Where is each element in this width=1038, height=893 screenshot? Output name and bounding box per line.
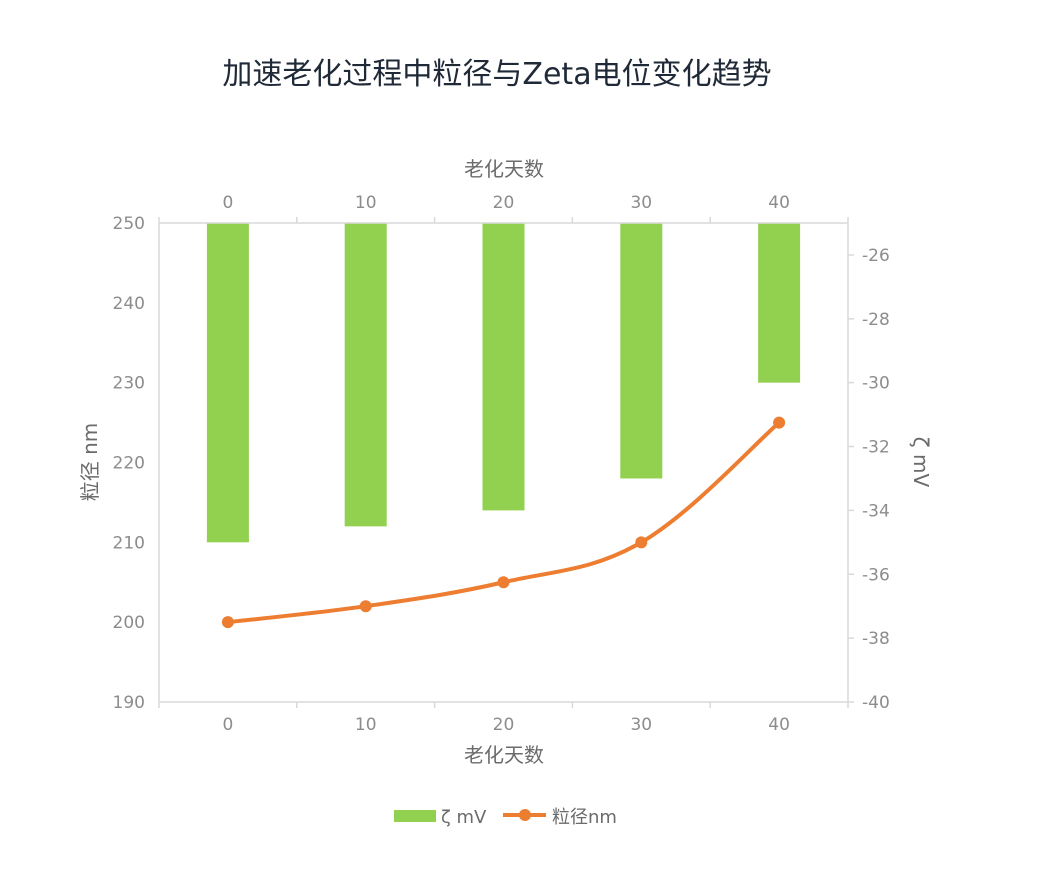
x-tick-label-top: 30 (630, 193, 652, 213)
point-size-0 (221, 616, 234, 629)
legend-label-size: 粒径nm (552, 807, 617, 828)
x-tick-label-bottom: 40 (768, 715, 790, 735)
y2-tick-label-right: -26 (862, 246, 890, 266)
x-tick-label-bottom: 0 (222, 715, 233, 735)
y2-tick-label-right: -40 (862, 693, 890, 713)
y-tick-label-left: 190 (113, 693, 145, 713)
y-tick-label-left: 250 (113, 214, 145, 234)
legend-swatch-size-marker (519, 809, 531, 821)
legend-label-zeta: ζ mV (441, 807, 487, 828)
point-size-10 (359, 600, 372, 613)
legend: ζ mV 粒径nm (394, 807, 617, 828)
x-axis-title-top: 老化天数 (464, 157, 544, 181)
y-tick-label-left: 220 (113, 454, 145, 474)
y2-tick-label-right: -34 (862, 501, 890, 521)
chart-title: 加速老化过程中粒径与Zeta电位变化趋势 (222, 57, 771, 92)
y-tick-label-left: 200 (113, 613, 145, 633)
x-tick-label-bottom: 20 (493, 715, 515, 735)
y2-tick-label-right: -30 (862, 374, 890, 394)
bar-zeta-0 (206, 223, 249, 543)
point-size-20 (497, 576, 510, 589)
y2-tick-label-right: -38 (862, 629, 890, 649)
legend-swatch-zeta (394, 810, 436, 822)
y-axis-title-left: 粒径 nm (78, 423, 102, 502)
point-size-40 (773, 416, 786, 429)
plot-area: 0 0 10 10 20 20 30 30 40 40 190 200 210 220 230 240 250 -… (113, 193, 890, 735)
x-tick-label-top: 10 (355, 193, 377, 213)
y-axis-title-right: ζ mV (909, 437, 933, 488)
point-size-30 (635, 536, 648, 549)
x-tick-label-top: 0 (222, 193, 233, 213)
y-tick-label-left: 240 (113, 294, 145, 314)
x-axis-title-bottom: 老化天数 (464, 743, 544, 767)
x-tick-label-bottom: 30 (630, 715, 652, 735)
bar-zeta-40 (758, 223, 801, 383)
x-tick-label-top: 20 (493, 193, 515, 213)
x-tick-label-bottom: 10 (355, 715, 377, 735)
y-tick-label-left: 210 (113, 533, 145, 553)
bar-zeta-20 (482, 223, 525, 511)
y2-tick-label-right: -36 (862, 565, 890, 585)
y2-tick-label-right: -32 (862, 438, 890, 458)
bar-zeta-30 (620, 223, 663, 479)
y-tick-label-left: 230 (113, 374, 145, 394)
bar-zeta-10 (344, 223, 387, 527)
x-tick-label-top: 40 (768, 193, 790, 213)
y2-tick-label-right: -28 (862, 310, 890, 330)
